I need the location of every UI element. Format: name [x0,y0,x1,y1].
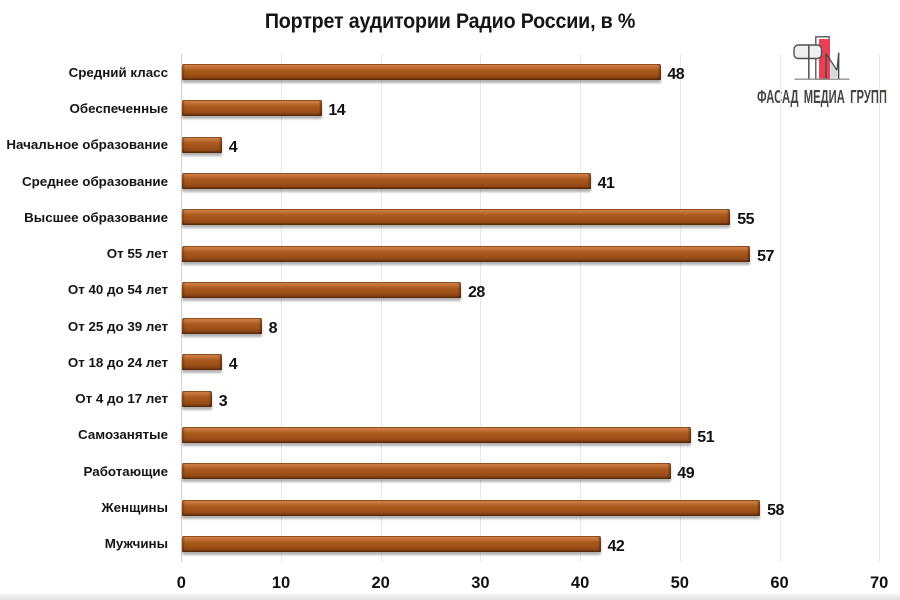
svg-text:ФАСАД МЕДИА ГРУПП: ФАСАД МЕДИА ГРУПП [757,87,887,107]
